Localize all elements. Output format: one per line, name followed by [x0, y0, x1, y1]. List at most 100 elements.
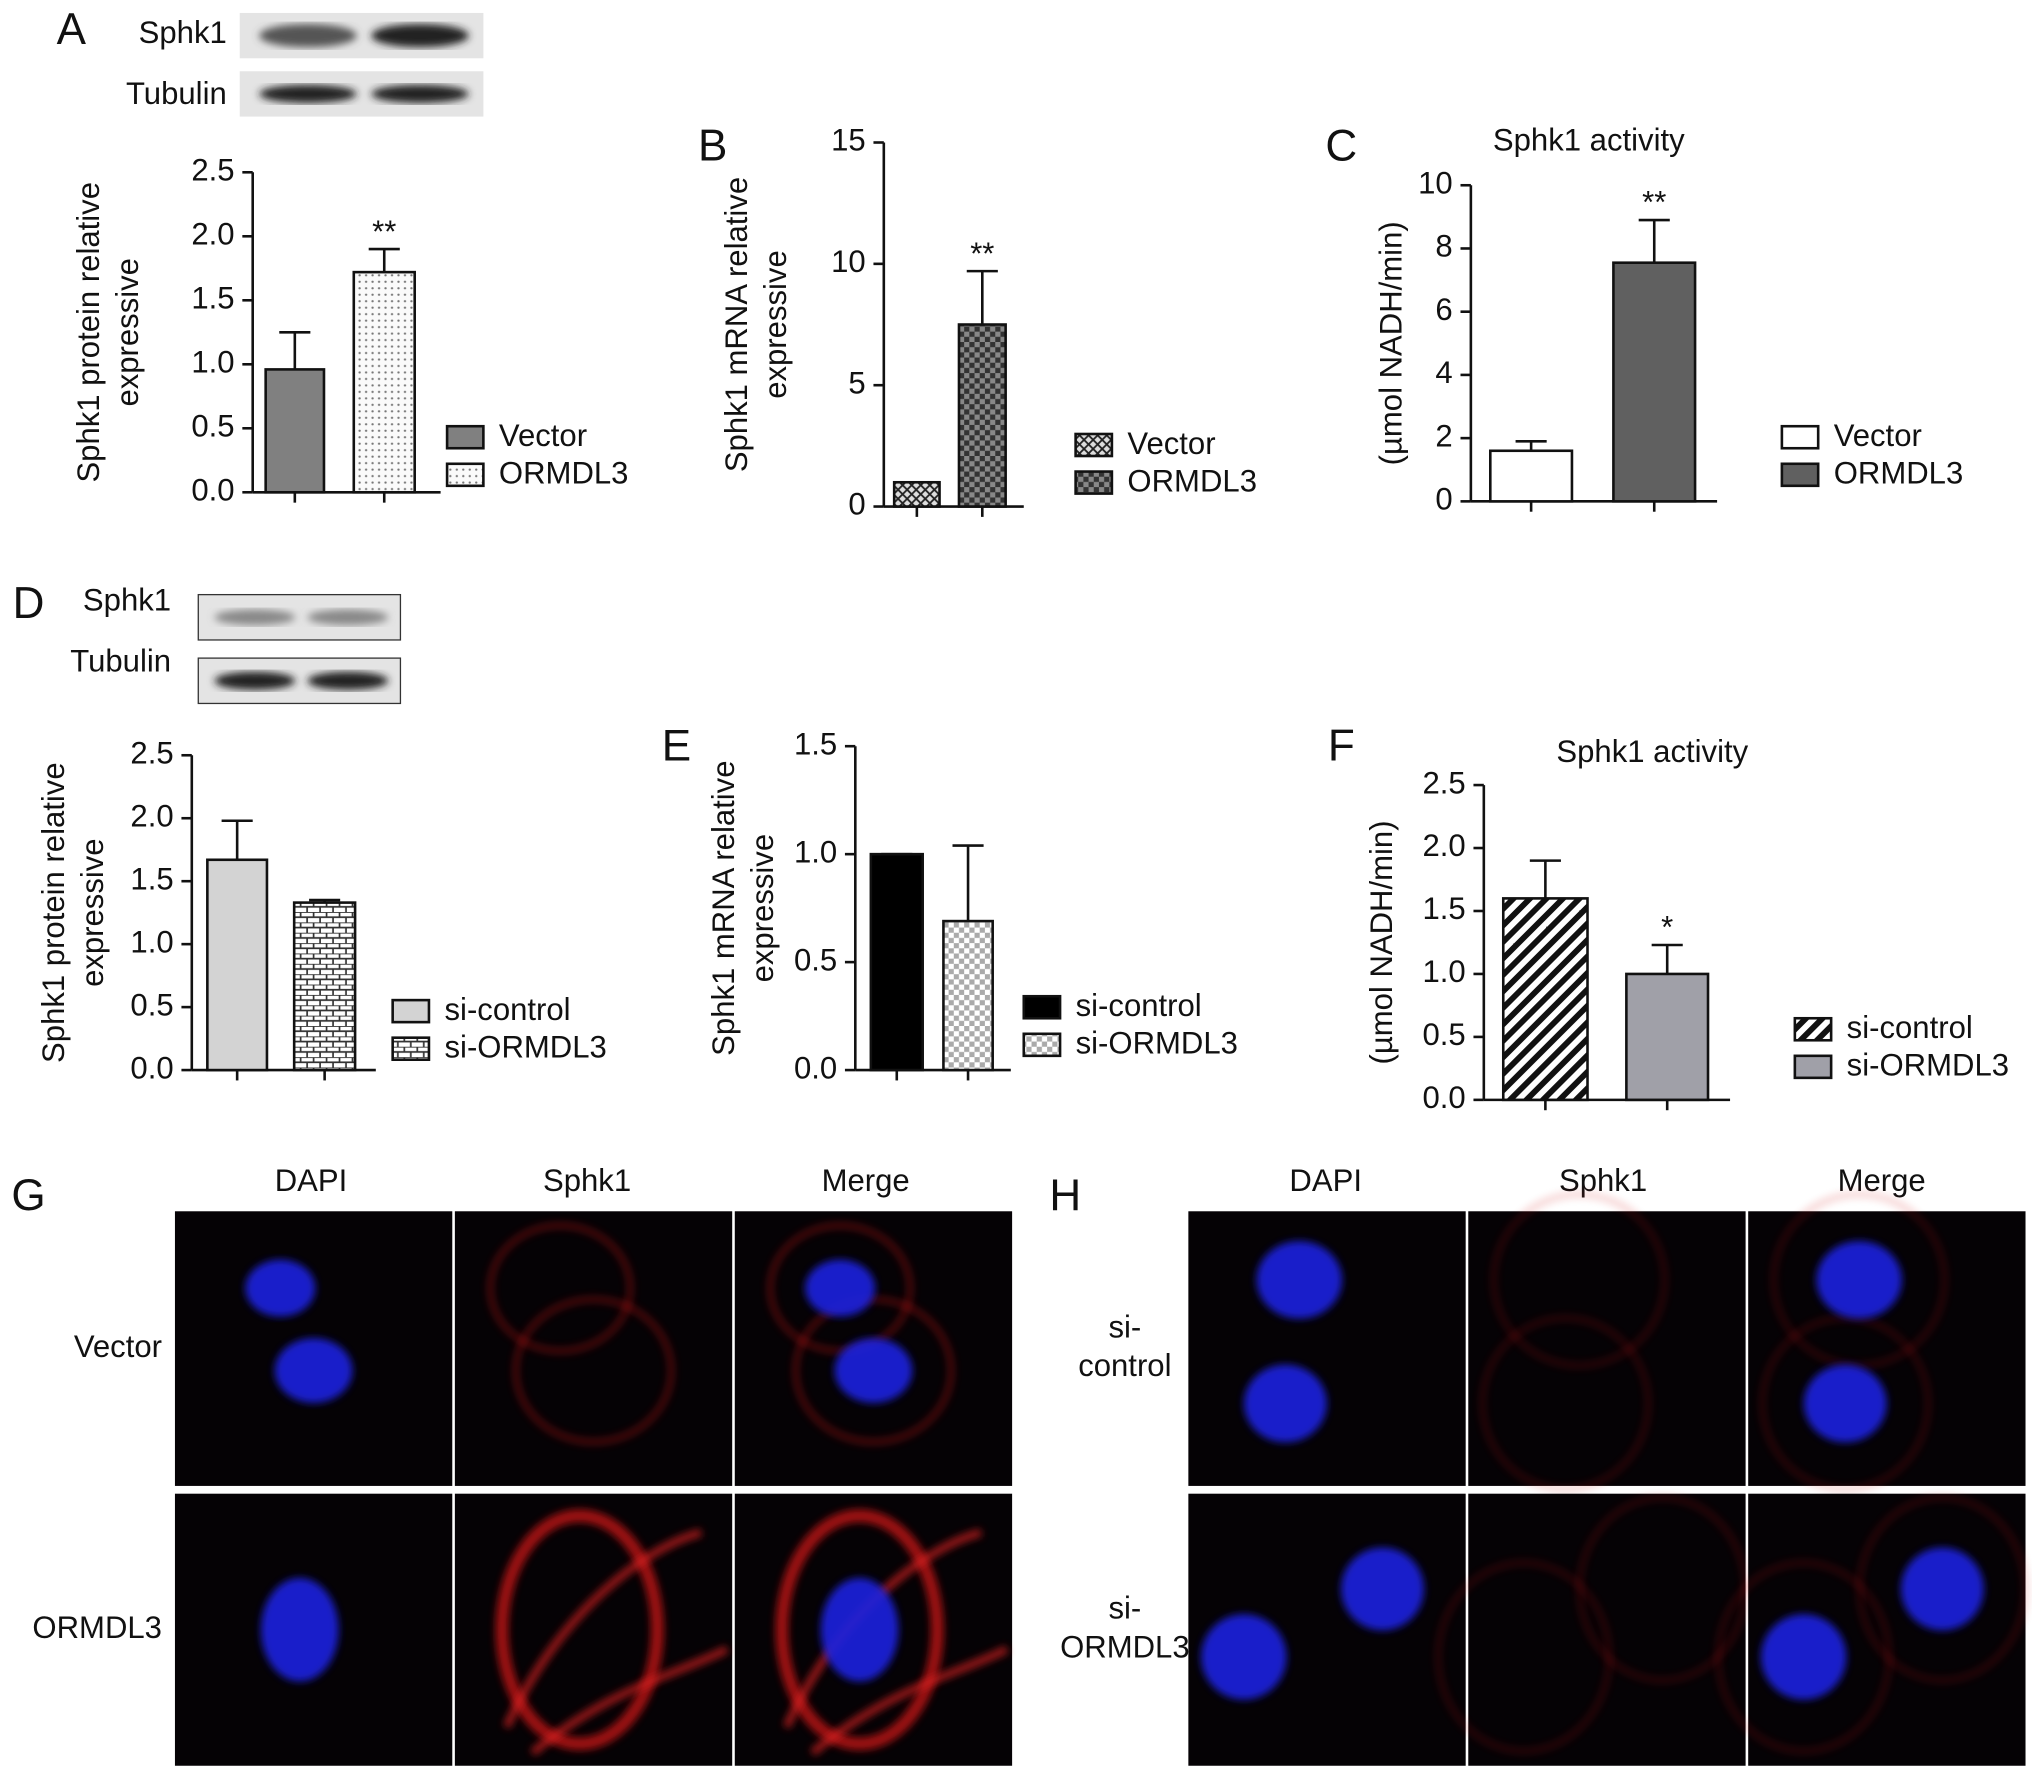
bar: [1625, 972, 1710, 1102]
bar: [264, 368, 326, 494]
blot-label: Sphk1: [83, 583, 171, 618]
significance: **: [1642, 185, 1666, 220]
y-tick-label: 0: [1435, 482, 1452, 517]
nucleus: [834, 1338, 913, 1403]
legend-label: si-ORMDL3: [1847, 1048, 2009, 1083]
bar: [1612, 261, 1697, 503]
legend-label: si-control: [445, 992, 571, 1027]
legend-label: si-ORMDL3: [445, 1030, 607, 1065]
y-tick-label: 1.5: [794, 726, 837, 761]
nucleus: [1900, 1547, 1984, 1631]
legend-label: ORMDL3: [1834, 456, 1964, 491]
y-tick-label: 0.5: [130, 987, 173, 1022]
row-label: si-: [1108, 1309, 1141, 1344]
y-tick-label: 1.5: [191, 281, 234, 316]
y-tick-label: 4: [1435, 355, 1452, 390]
nucleus: [820, 1577, 899, 1682]
row-label: ORMDL3: [32, 1610, 162, 1645]
y-tick-label: 0.0: [794, 1050, 837, 1085]
y-axis-label: (µmol NADH/min): [1373, 221, 1408, 465]
y-axis-label: Sphk1 protein relative: [71, 182, 106, 483]
y-tick-label: 10: [1418, 165, 1453, 200]
bar: [1489, 449, 1574, 503]
significance: *: [1661, 910, 1673, 945]
significance: **: [372, 214, 396, 249]
bar: [1501, 897, 1589, 1102]
cytoplasm: [1479, 1314, 1652, 1493]
legend-swatch: [1793, 1016, 1833, 1042]
legend-label: ORMDL3: [499, 456, 629, 491]
legend-swatch: [1074, 432, 1114, 458]
legend-swatch: [1022, 994, 1062, 1020]
bar: [869, 852, 924, 1072]
y-tick-label: 2: [1435, 418, 1452, 453]
legend-swatch: [445, 424, 485, 450]
nucleus: [1341, 1547, 1424, 1631]
bar: [352, 270, 416, 494]
panel-label: B: [698, 122, 727, 171]
panel-label: C: [1325, 122, 1357, 171]
y-axis-label: expressive: [75, 838, 110, 987]
blot-band: [307, 609, 389, 626]
chart-title: Sphk1 activity: [1493, 123, 1685, 158]
y-tick-label: 8: [1435, 229, 1452, 264]
legend-swatch: [1793, 1054, 1833, 1080]
nucleus: [805, 1259, 876, 1317]
blot-band: [371, 23, 469, 48]
blot-label: Tubulin: [126, 76, 227, 111]
nucleus: [245, 1259, 316, 1317]
y-tick-label: 0.0: [130, 1050, 173, 1085]
legend-swatch: [1780, 424, 1820, 450]
row-label: Vector: [74, 1329, 162, 1364]
blot-label: Sphk1: [139, 15, 227, 50]
cytoplasm: [775, 1509, 944, 1751]
cytoplasm: [792, 1296, 955, 1446]
legend-label: si-ORMDL3: [1076, 1026, 1238, 1061]
panel-label: F: [1328, 721, 1355, 770]
column-header: Sphk1: [543, 1163, 631, 1198]
cytoplasm: [512, 1296, 675, 1446]
chart-title: Sphk1 activity: [1556, 734, 1748, 769]
legend-swatch: [391, 998, 431, 1024]
legend-label: ORMDL3: [1127, 463, 1257, 498]
y-axis-label: expressive: [110, 258, 145, 407]
y-tick-label: 1.0: [794, 834, 837, 869]
y-tick-label: 0.0: [191, 473, 234, 508]
bar: [292, 901, 357, 1072]
y-tick-label: 2.0: [191, 217, 234, 252]
legend-swatch: [1780, 462, 1820, 488]
cytoplasm: [1759, 1314, 1932, 1493]
column-header: DAPI: [1289, 1163, 1362, 1198]
y-tick-label: 10: [831, 244, 866, 279]
nucleus: [260, 1577, 339, 1682]
micrograph: [1468, 1211, 1746, 1486]
panel-label: E: [662, 721, 691, 770]
legend-label: si-control: [1076, 988, 1202, 1023]
panel-label: A: [57, 5, 87, 54]
row-label: ORMDL3: [1060, 1629, 1190, 1664]
significance: **: [970, 236, 994, 271]
blot-label: Tubulin: [70, 644, 171, 679]
blot-band: [214, 671, 296, 690]
y-tick-label: 1.0: [1422, 954, 1465, 989]
blot-band: [259, 84, 357, 103]
cytoplasm: [766, 1222, 914, 1355]
blot-band: [259, 23, 357, 48]
y-tick-label: 15: [831, 123, 866, 158]
cytoplasm: [1490, 1191, 1668, 1369]
y-tick-label: 2.0: [1422, 828, 1465, 863]
legend-label: si-control: [1847, 1010, 1973, 1045]
cytoplasm: [487, 1222, 634, 1355]
nucleus: [1201, 1614, 1287, 1700]
panel-label: D: [13, 579, 45, 628]
cytoplasm: [495, 1509, 664, 1751]
bar: [957, 323, 1007, 508]
y-axis-label: (µmol NADH/min): [1364, 820, 1399, 1064]
nucleus: [1243, 1364, 1327, 1443]
column-header: DAPI: [275, 1163, 348, 1198]
y-tick-label: 0: [848, 487, 865, 522]
y-tick-label: 1.0: [130, 924, 173, 959]
legend-swatch: [1022, 1032, 1062, 1058]
